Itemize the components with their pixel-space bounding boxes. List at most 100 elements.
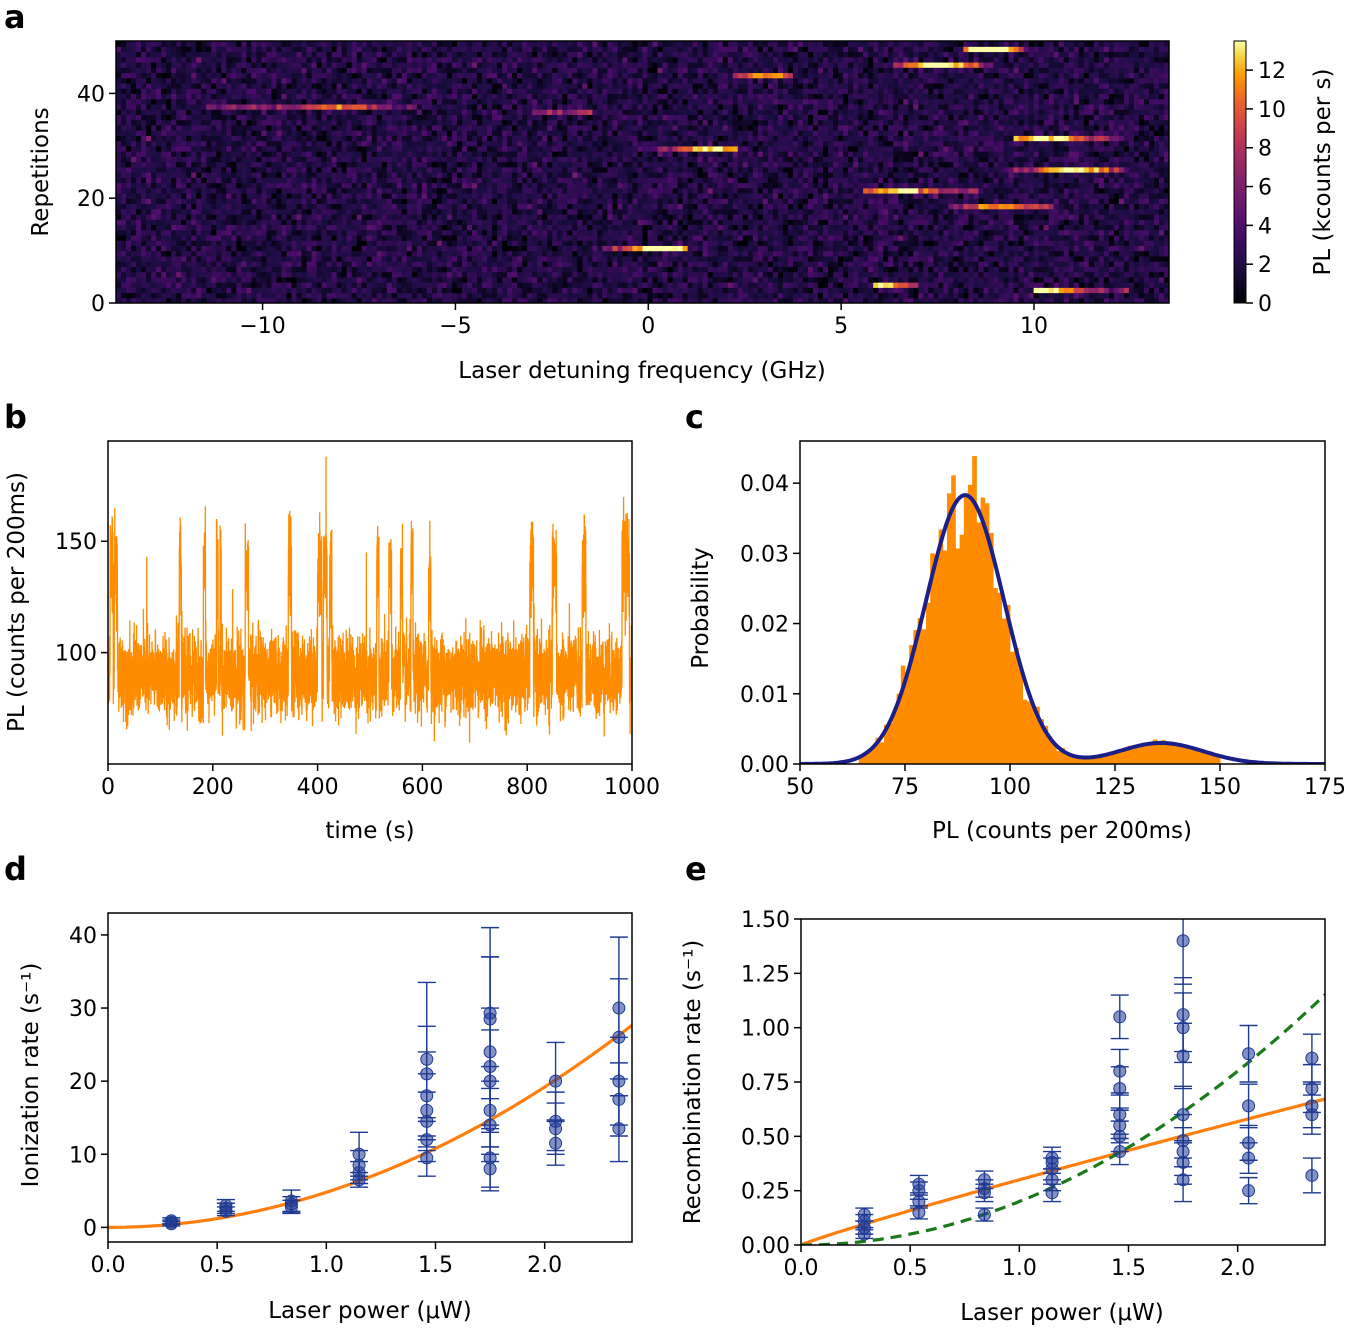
heat-cell (161, 213, 167, 220)
heat-cell (1088, 208, 1095, 215)
heat-cell (562, 255, 568, 262)
heat-cell (1133, 198, 1140, 205)
heat-cell (1013, 187, 1020, 194)
heat-cell (321, 261, 328, 267)
heat-cell (582, 292, 588, 299)
heat-cell (562, 219, 568, 225)
heat-cell (401, 187, 408, 194)
heat-cell (572, 255, 578, 262)
heat-cell (1158, 192, 1165, 199)
heat-cell (171, 234, 177, 241)
heat-cell (662, 255, 669, 262)
heat-cell (697, 177, 704, 184)
heat-cell (953, 266, 959, 273)
heat-cell (893, 271, 899, 278)
heat-cell (662, 292, 669, 299)
heat-cell (376, 213, 383, 220)
heat-cell (131, 234, 137, 241)
heat-cell (311, 240, 318, 246)
heat-cell (231, 203, 237, 210)
heat-cell (226, 245, 232, 252)
heat-cell (682, 297, 689, 303)
heat-cell (752, 255, 759, 262)
heat-cell (346, 208, 353, 215)
heat-cell (517, 192, 523, 199)
heat-cell (1123, 245, 1130, 252)
heat-cell (632, 203, 639, 210)
heat-cell (1028, 276, 1035, 283)
heat-cell (216, 192, 222, 199)
heat-cell (356, 245, 363, 252)
heat-cell (311, 261, 318, 267)
heat-cell (767, 266, 774, 273)
heat-cell (191, 213, 197, 220)
heat-cell (1108, 297, 1115, 303)
heat-cell (276, 208, 283, 215)
heat-cell (1013, 255, 1020, 262)
heat-cell (241, 276, 247, 283)
heat-cell (206, 261, 212, 267)
heat-cell (411, 261, 418, 267)
heat-cell (331, 224, 338, 231)
heat-cell (863, 276, 869, 283)
heat-cell (582, 219, 588, 225)
heat-cell (787, 282, 794, 288)
heat-cell (662, 266, 669, 273)
heat-cell (692, 198, 699, 205)
heat-cell (246, 292, 252, 299)
heat-cell (873, 266, 879, 273)
heat-cell (131, 292, 137, 299)
heat-cell (893, 292, 899, 299)
heat-cell (276, 182, 283, 189)
heat-cell (141, 271, 147, 278)
heat-cell (477, 245, 483, 252)
heat-cell (326, 245, 333, 252)
heat-cell (211, 219, 217, 225)
heat-cell (216, 234, 222, 241)
heat-cell (241, 271, 247, 278)
heat-cell (782, 182, 789, 189)
heat-cell (1043, 187, 1050, 194)
heat-cell (542, 245, 548, 252)
heat-cell (843, 203, 849, 210)
heat-cell (677, 208, 684, 215)
heat-cell (582, 224, 588, 231)
heat-cell (983, 292, 990, 299)
heat-cell (226, 213, 232, 220)
heat-cell (863, 192, 869, 199)
heat-cell (913, 192, 919, 199)
heat-cell (141, 203, 147, 210)
heat-cell (647, 261, 654, 267)
heat-cell (281, 250, 288, 257)
heat-cell (908, 271, 914, 278)
heat-cell (672, 240, 679, 246)
heat-cell (777, 297, 784, 303)
heat-cell (677, 250, 684, 257)
heat-cell (933, 187, 939, 194)
heat-cell (512, 261, 518, 267)
heat-cell (381, 255, 388, 262)
heat-cell (116, 250, 122, 257)
heat-cell (717, 287, 724, 294)
heat-cell (176, 271, 182, 278)
heat-cell (993, 224, 1000, 231)
heat-cell (356, 219, 363, 225)
heat-cell (863, 203, 869, 210)
heat-cell (792, 297, 799, 303)
heat-cell (963, 292, 970, 299)
heat-cell (472, 255, 478, 262)
heat-cell (261, 240, 268, 246)
heat-cell (321, 240, 328, 246)
heat-cell (512, 240, 518, 246)
heat-cell (316, 287, 323, 294)
heat-cell (1143, 234, 1150, 241)
heat-cell (1118, 182, 1125, 189)
heat-cell (988, 224, 995, 231)
heat-cell (667, 224, 674, 231)
heat-cell (316, 224, 323, 231)
heat-cell (467, 276, 473, 283)
heat-cell (351, 229, 358, 236)
heat-cell (843, 271, 849, 278)
heat-cell (1108, 240, 1115, 246)
heat-cell (1103, 213, 1110, 220)
